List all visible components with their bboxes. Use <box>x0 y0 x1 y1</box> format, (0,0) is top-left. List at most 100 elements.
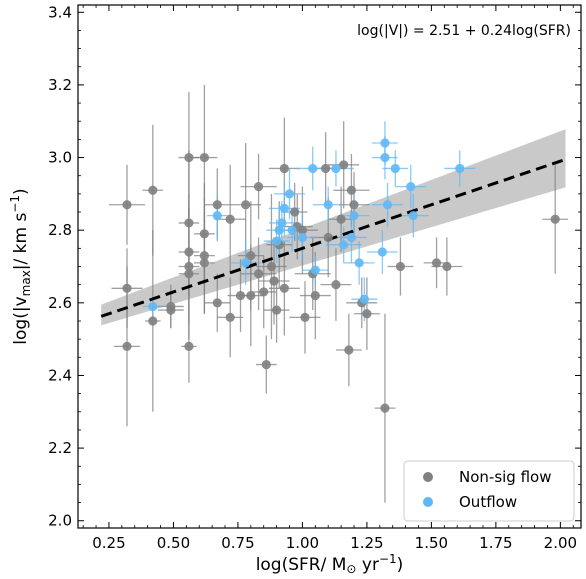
fit-equation-annotation: log(|V|) = 2.51 + 0.24log(SFR) <box>357 23 571 39</box>
non-sig-flow-point <box>122 200 132 210</box>
non-sig-flow-point <box>253 269 264 279</box>
non-sig-flow-point <box>550 214 560 224</box>
non-sig-flow-point <box>184 269 194 279</box>
outflow-point <box>455 163 465 174</box>
non-sig-flow-point <box>122 283 132 293</box>
x-axis-label-close: ) <box>397 555 404 575</box>
non-sig-flow-point <box>199 251 209 261</box>
non-sig-flow-point <box>431 258 442 268</box>
outflow-point <box>274 225 284 235</box>
outflow-point <box>382 200 393 210</box>
legend-box <box>403 460 575 522</box>
non-sig-flow-point <box>279 163 289 174</box>
non-sig-flow-point <box>122 341 132 352</box>
y-tick-label: 3.2 <box>48 76 72 94</box>
non-sig-flow-point <box>184 247 194 257</box>
non-sig-flow-point <box>225 214 235 224</box>
y-tick-label: 2.6 <box>48 294 72 312</box>
non-sig-flow-point <box>336 214 346 224</box>
fit-line-group <box>100 158 567 318</box>
outflow-point <box>380 152 390 163</box>
non-sig-flow-point <box>349 200 359 210</box>
non-sig-flow-point <box>266 261 277 272</box>
legend-marker-outflow <box>423 497 433 507</box>
non-sig-flow-point <box>272 305 282 315</box>
outflow-point <box>272 236 282 246</box>
non-sig-flow-point <box>166 305 176 315</box>
outflow-point <box>354 258 364 268</box>
non-sig-flow-point <box>346 185 357 195</box>
non-sig-flow-point <box>199 152 209 163</box>
non-sig-flow-point <box>269 276 279 286</box>
outflow-point <box>310 265 320 275</box>
outflow-point <box>212 211 222 221</box>
non-sig-flow-point <box>310 290 320 301</box>
non-sig-flow-point <box>321 163 331 174</box>
x-tick-label: 1.25 <box>350 534 383 552</box>
non-sig-flow-point <box>199 229 209 239</box>
x-axis-label-main: log(SFR/ M <box>256 555 347 575</box>
legend: Non-sig flow Outflow <box>403 460 575 522</box>
x-axis-label-sun-symbol: ⊙ <box>346 562 356 576</box>
outflow-point <box>406 181 416 192</box>
non-sig-flow-point <box>199 258 209 268</box>
outflow-point <box>380 138 390 148</box>
outflow-point <box>308 163 318 174</box>
x-axis-label-unit: yr <box>356 555 378 575</box>
legend-marker-non-sig-flow <box>423 472 433 482</box>
legend-label-outflow: Outflow <box>459 493 517 511</box>
outflow-point <box>331 163 341 174</box>
y-tick-label: 3.4 <box>48 3 72 21</box>
outflow-point <box>241 258 251 268</box>
outflow-point <box>408 211 418 221</box>
x-axis-label-exponent: −1 <box>379 552 397 566</box>
y-axis-label-close: ) <box>11 188 31 195</box>
x-tick-label: 2.00 <box>544 534 577 552</box>
outflow-point <box>148 301 158 312</box>
non-sig-flow-point <box>339 160 349 170</box>
y-axis-label-part-a: log(|v <box>11 296 31 344</box>
non-sig-flow-point <box>362 309 372 319</box>
outflow-point <box>297 232 308 243</box>
y-axis-label: log(|vmax|/ km s−1) <box>8 188 33 344</box>
outflow-point <box>323 200 333 210</box>
non-sig-flow-point <box>235 290 246 301</box>
x-tick-label: 0.50 <box>157 534 190 552</box>
non-sig-flow-point <box>148 185 158 195</box>
non-sig-flow-point <box>212 298 222 308</box>
non-sig-flow-point <box>259 287 269 297</box>
x-tick-label: 1.50 <box>415 534 448 552</box>
x-axis-label: log(SFR/ M⊙ yr−1) <box>256 552 404 576</box>
y-axis-label-part-b: |/ km s <box>11 213 31 271</box>
non-sig-flow-point <box>184 261 194 272</box>
non-sig-flow-point <box>344 345 354 355</box>
non-sig-flow-point <box>253 181 264 192</box>
outflow-point <box>279 203 289 213</box>
non-sig-flow-point <box>246 251 256 261</box>
x-tick-label: 1.75 <box>479 534 512 552</box>
non-sig-flow-point <box>184 152 194 163</box>
x-tick-label: 0.75 <box>221 534 254 552</box>
y-tick-label: 3.0 <box>48 149 72 167</box>
outflow-point <box>377 247 387 257</box>
non-sig-flow-point <box>261 359 271 370</box>
non-sig-flow-point <box>442 261 452 272</box>
non-sig-flow-point <box>241 200 251 210</box>
non-sig-flow-point <box>380 403 390 413</box>
outflow-point <box>349 211 359 221</box>
outflow-point <box>390 163 400 174</box>
non-sig-flow-point <box>323 232 333 243</box>
data-points <box>122 138 560 413</box>
non-sig-flow-point <box>279 283 289 293</box>
y-tick-label: 2.2 <box>48 439 72 457</box>
non-sig-flow-point <box>212 200 222 210</box>
x-tick-label: 1.00 <box>286 534 319 552</box>
non-sig-flow-point <box>184 218 194 228</box>
x-tick-label: 0.25 <box>92 534 125 552</box>
non-sig-flow-point <box>331 280 341 290</box>
y-axis-label-exponent: −1 <box>8 195 22 213</box>
axis-ticks: 0.25 0.50 0.75 1.00 1.25 1.50 1.75 2.00 2.0 2.2 2.… <box>48 3 581 552</box>
y-tick-label: 2.4 <box>48 366 72 384</box>
non-sig-flow-point <box>395 261 406 272</box>
